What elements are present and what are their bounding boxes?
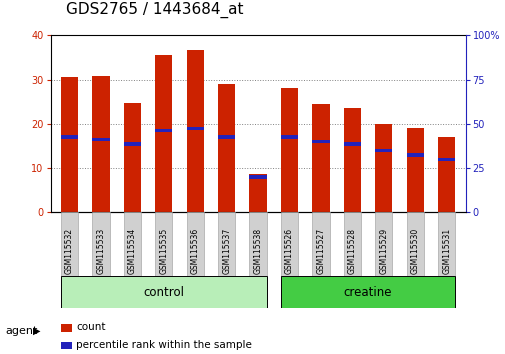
Bar bbox=[343, 142, 360, 145]
Bar bbox=[61, 276, 266, 308]
Bar bbox=[92, 76, 109, 212]
Text: GSM115534: GSM115534 bbox=[128, 227, 136, 274]
Text: control: control bbox=[143, 286, 184, 298]
Bar bbox=[280, 135, 297, 139]
Text: GSM115538: GSM115538 bbox=[253, 228, 262, 274]
Bar bbox=[312, 103, 329, 212]
Bar bbox=[186, 126, 204, 130]
Text: GSM115527: GSM115527 bbox=[316, 228, 325, 274]
Bar bbox=[155, 129, 172, 132]
Bar bbox=[343, 108, 360, 212]
Bar bbox=[312, 212, 329, 276]
Bar bbox=[155, 55, 172, 212]
Bar bbox=[437, 158, 454, 161]
Bar bbox=[61, 135, 78, 139]
Bar bbox=[123, 103, 141, 212]
Bar bbox=[186, 212, 204, 276]
Text: GSM115528: GSM115528 bbox=[347, 228, 356, 274]
Text: GSM115530: GSM115530 bbox=[410, 227, 419, 274]
Bar bbox=[280, 88, 297, 212]
Bar bbox=[249, 175, 266, 179]
Bar bbox=[280, 212, 297, 276]
Bar bbox=[61, 78, 78, 212]
Bar bbox=[437, 212, 454, 276]
Text: creatine: creatine bbox=[343, 286, 391, 298]
Bar bbox=[437, 137, 454, 212]
Bar bbox=[92, 212, 109, 276]
Bar bbox=[406, 153, 423, 156]
Text: percentile rank within the sample: percentile rank within the sample bbox=[76, 340, 251, 350]
Bar bbox=[280, 276, 454, 308]
Text: ▶: ▶ bbox=[33, 326, 40, 336]
Text: GSM115533: GSM115533 bbox=[96, 227, 105, 274]
Bar bbox=[374, 124, 392, 212]
Text: GSM115532: GSM115532 bbox=[65, 228, 74, 274]
Bar bbox=[218, 84, 235, 212]
Bar bbox=[406, 128, 423, 212]
Bar bbox=[312, 140, 329, 143]
Text: GSM115535: GSM115535 bbox=[159, 227, 168, 274]
Bar bbox=[123, 212, 141, 276]
Bar bbox=[406, 212, 423, 276]
Text: agent: agent bbox=[5, 326, 37, 336]
Bar bbox=[249, 212, 266, 276]
Bar bbox=[374, 212, 392, 276]
Text: GSM115537: GSM115537 bbox=[222, 227, 231, 274]
Bar bbox=[92, 138, 109, 141]
Text: GDS2765 / 1443684_at: GDS2765 / 1443684_at bbox=[66, 1, 243, 18]
Text: GSM115526: GSM115526 bbox=[284, 228, 293, 274]
Text: GSM115536: GSM115536 bbox=[190, 227, 199, 274]
Bar bbox=[123, 142, 141, 145]
Text: GSM115529: GSM115529 bbox=[379, 228, 387, 274]
Bar bbox=[61, 212, 78, 276]
Bar bbox=[218, 212, 235, 276]
Text: count: count bbox=[76, 322, 105, 332]
Bar bbox=[343, 212, 360, 276]
Bar bbox=[249, 174, 266, 212]
Bar bbox=[218, 135, 235, 139]
Bar bbox=[186, 50, 204, 212]
Text: GSM115531: GSM115531 bbox=[441, 228, 450, 274]
Bar bbox=[374, 149, 392, 152]
Bar bbox=[155, 212, 172, 276]
